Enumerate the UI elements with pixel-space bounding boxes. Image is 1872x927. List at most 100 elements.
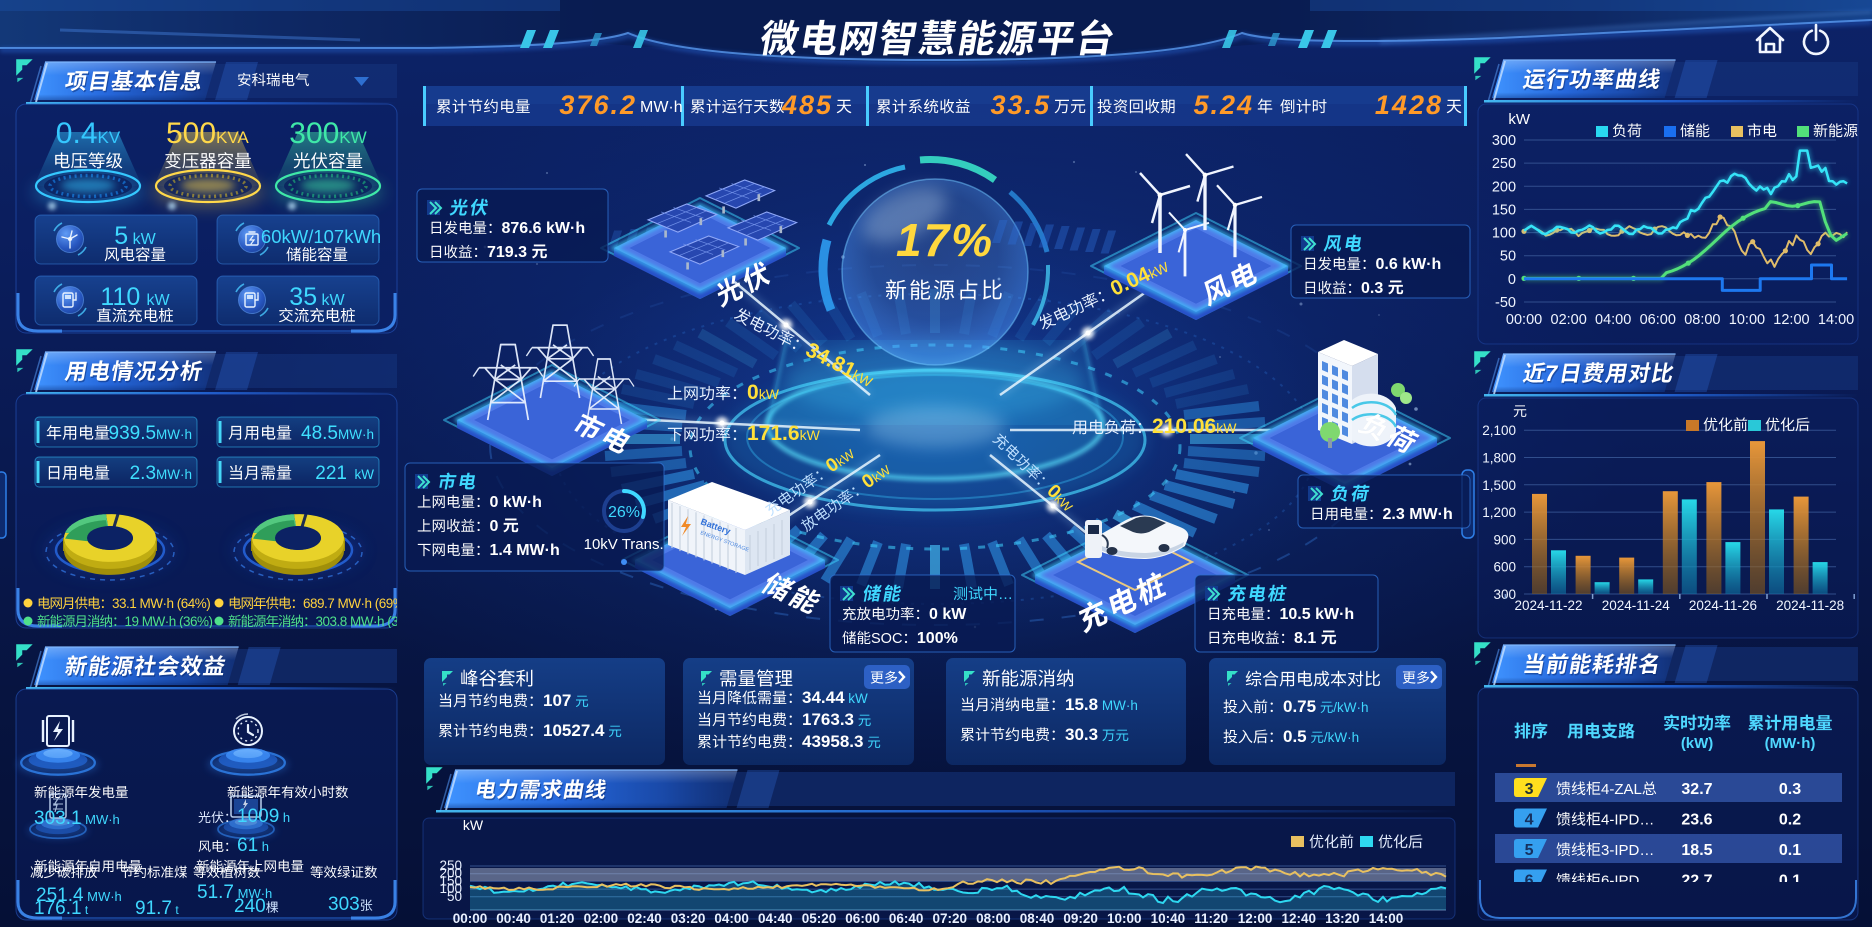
svg-text:300: 300 — [1492, 133, 1516, 149]
svg-text:250: 250 — [440, 858, 463, 873]
svg-text:/kW·h: /kW·h — [1333, 700, 1368, 715]
svg-text:939.5: 939.5 — [109, 423, 157, 444]
svg-text:7: 7 — [1546, 363, 1560, 388]
svg-text:06:00: 06:00 — [1640, 312, 1676, 328]
svg-text:23.6: 23.6 — [1681, 812, 1712, 829]
svg-text:2,100: 2,100 — [1482, 423, 1516, 438]
svg-text:MW·h: MW·h — [234, 886, 272, 901]
svg-text:6: 6 — [1525, 873, 1534, 890]
svg-text:8.1: 8.1 — [1294, 630, 1321, 647]
svg-text:50: 50 — [1500, 249, 1516, 265]
svg-text:10kV Trans.: 10kV Trans. — [584, 536, 664, 553]
svg-text:09:20: 09:20 — [1063, 911, 1098, 926]
svg-text:51.7: 51.7 — [197, 882, 234, 903]
svg-text:MW·h: MW·h — [156, 467, 192, 482]
svg-text:200: 200 — [440, 866, 463, 881]
svg-text:303.1: 303.1 — [34, 808, 82, 829]
svg-text:100%: 100% — [917, 630, 958, 647]
svg-text:0.3: 0.3 — [1361, 280, 1388, 297]
svg-text:50: 50 — [447, 889, 462, 904]
svg-text:10:00: 10:00 — [1107, 911, 1142, 926]
svg-text:0.1: 0.1 — [1779, 842, 1801, 859]
svg-text:719.3: 719.3 — [487, 244, 531, 261]
svg-text:35: 35 — [289, 283, 317, 311]
svg-text:05:20: 05:20 — [802, 911, 837, 926]
svg-text:MW·h: MW·h — [82, 812, 120, 827]
svg-text:600: 600 — [1494, 560, 1517, 575]
svg-text:-50: -50 — [1495, 295, 1516, 311]
svg-text:08:00: 08:00 — [976, 911, 1011, 926]
svg-text:0: 0 — [490, 518, 503, 535]
svg-text:…: … — [998, 586, 1013, 603]
svg-text:48.5: 48.5 — [301, 423, 338, 444]
svg-text:SOC: SOC — [871, 631, 902, 647]
svg-text:00:00: 00:00 — [453, 911, 488, 926]
svg-text:10:40: 10:40 — [1151, 911, 1186, 926]
svg-text:18.5: 18.5 — [1681, 842, 1712, 859]
svg-text:h: h — [258, 839, 269, 854]
svg-text:MW·h: MW·h — [84, 889, 122, 904]
svg-text:12:00: 12:00 — [1238, 911, 1273, 926]
svg-text:13:20: 13:20 — [1325, 911, 1360, 926]
svg-text:07:20: 07:20 — [933, 911, 968, 926]
svg-text:MW·h: MW·h — [640, 99, 683, 116]
svg-text:22.7: 22.7 — [1681, 873, 1712, 890]
svg-text:4-ZAL: 4-ZAL — [1601, 781, 1642, 798]
svg-text:1,500: 1,500 — [1482, 478, 1516, 493]
svg-text:240: 240 — [234, 896, 266, 917]
svg-text:4: 4 — [1525, 812, 1534, 829]
svg-text:(kW): (kW) — [1681, 735, 1714, 752]
svg-text:0.5: 0.5 — [1283, 727, 1307, 746]
svg-text:h: h — [279, 810, 290, 825]
svg-text:/kW·h: /kW·h — [1324, 730, 1359, 745]
svg-text:0.3: 0.3 — [1779, 781, 1801, 798]
svg-text:2024-11-24: 2024-11-24 — [1602, 598, 1671, 613]
svg-text:91.7: 91.7 — [135, 898, 172, 919]
svg-text:33.1 MW·h (64%): 33.1 MW·h (64%) — [112, 596, 210, 611]
svg-text:1,200: 1,200 — [1482, 505, 1516, 520]
svg-text:KVA: KVA — [216, 128, 249, 147]
svg-text:10527.4: 10527.4 — [543, 721, 605, 740]
svg-text:171.6: 171.6 — [747, 422, 800, 445]
svg-text:kW: kW — [800, 427, 821, 443]
svg-text:110: 110 — [100, 283, 140, 311]
svg-text:15.8: 15.8 — [1065, 695, 1098, 714]
svg-text:32.7: 32.7 — [1681, 781, 1712, 798]
svg-text:kW: kW — [759, 386, 780, 402]
svg-text:200: 200 — [1492, 179, 1516, 195]
svg-text:t: t — [172, 903, 179, 917]
svg-text:kW: kW — [317, 292, 345, 309]
svg-text:06:40: 06:40 — [889, 911, 924, 926]
svg-text:kW: kW — [463, 817, 484, 833]
svg-text:t: t — [82, 903, 89, 917]
svg-text:06:00: 06:00 — [845, 911, 880, 926]
svg-text:210.06: 210.06 — [1152, 415, 1216, 438]
svg-text:14:00: 14:00 — [1818, 312, 1854, 328]
svg-text:kW: kW — [128, 231, 156, 248]
svg-text:900: 900 — [1494, 532, 1517, 547]
svg-text:3-IPD…: 3-IPD… — [1601, 842, 1654, 859]
svg-text:221: 221 — [315, 463, 347, 484]
svg-text:10.5 kW·h: 10.5 kW·h — [1280, 606, 1355, 623]
svg-text:02:40: 02:40 — [627, 911, 662, 926]
svg-text:303.8 MW·h (31: 303.8 MW·h (31 — [316, 614, 406, 629]
svg-text:kW: kW — [347, 467, 374, 482]
svg-text:1763.3: 1763.3 — [802, 710, 854, 729]
svg-text:02:00: 02:00 — [1551, 312, 1587, 328]
svg-text:KW: KW — [339, 128, 366, 147]
svg-text:03:20: 03:20 — [671, 911, 706, 926]
svg-text:26%: 26% — [608, 504, 640, 521]
svg-text:0.2: 0.2 — [1779, 812, 1801, 829]
svg-text:0.75: 0.75 — [1283, 697, 1316, 716]
svg-text:2.3: 2.3 — [130, 463, 156, 484]
svg-text:33.5: 33.5 — [991, 90, 1052, 120]
svg-text:11:20: 11:20 — [1194, 911, 1228, 926]
svg-text:485: 485 — [781, 90, 833, 120]
svg-text:2024-11-26: 2024-11-26 — [1689, 598, 1757, 613]
svg-text:5: 5 — [1525, 842, 1534, 859]
svg-text:250: 250 — [1492, 156, 1516, 172]
svg-text:00:00: 00:00 — [1506, 312, 1542, 328]
svg-text:0.6 kW·h: 0.6 kW·h — [1376, 256, 1442, 273]
svg-text:376.2: 376.2 — [559, 90, 637, 120]
svg-text:43958.3: 43958.3 — [802, 732, 863, 751]
